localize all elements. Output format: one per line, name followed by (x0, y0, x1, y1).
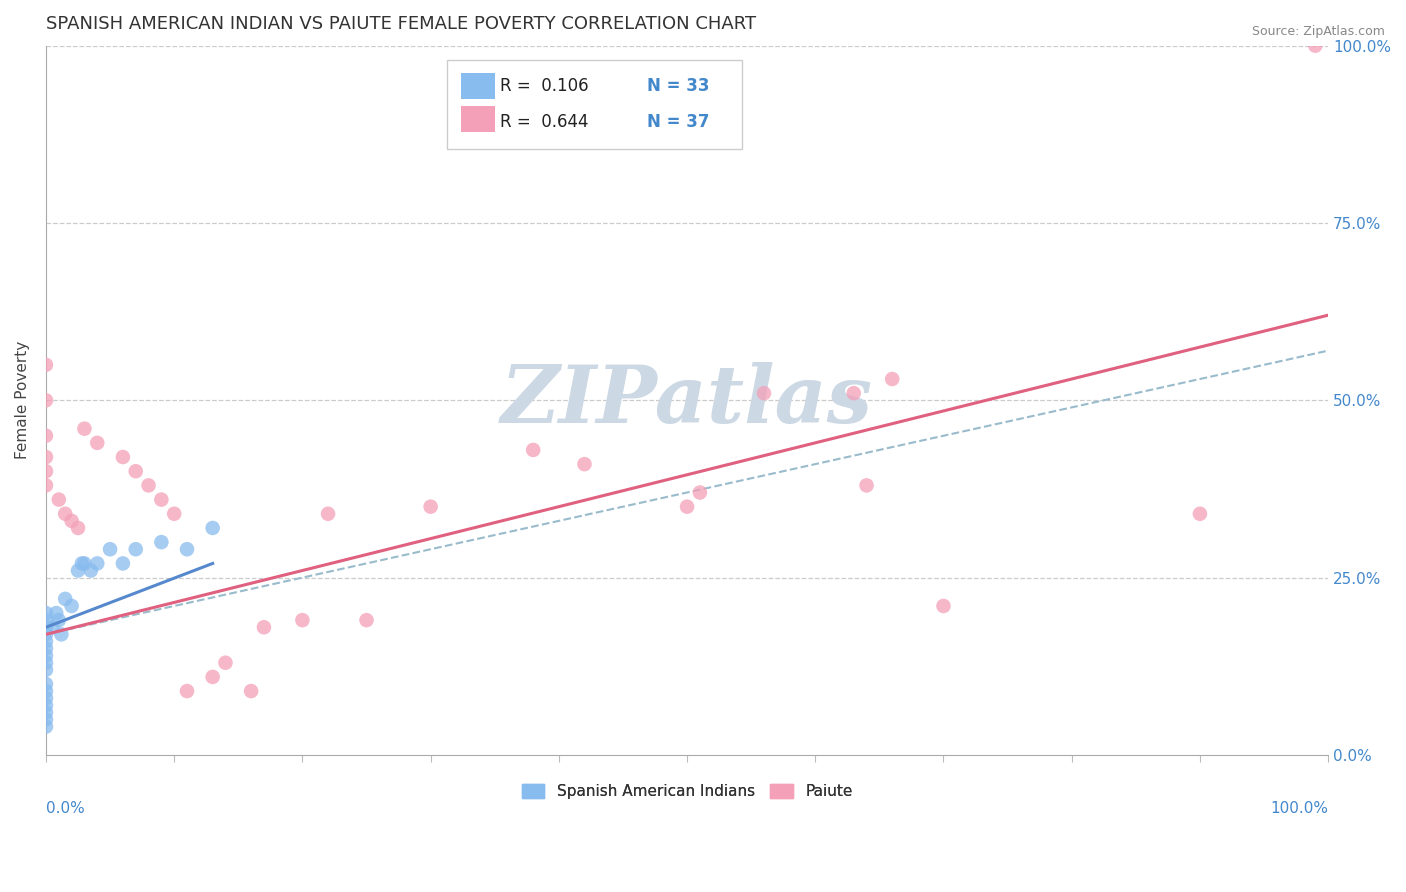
Point (419, 500, 441, 514)
Point (51, 627, 73, 641)
Point (53, 591, 76, 606)
Point (35, 648, 58, 663)
Point (70, 557, 93, 571)
Point (35, 450, 58, 464)
Point (45, 606, 67, 620)
Point (35, 691, 58, 706)
Point (176, 542, 198, 557)
Point (48, 613, 70, 627)
Point (574, 457, 596, 471)
Point (86, 557, 108, 571)
Point (35, 478, 58, 492)
Point (240, 684, 263, 698)
Text: R =  0.106: R = 0.106 (501, 77, 589, 95)
Point (41, 620, 63, 634)
Point (35, 634, 58, 648)
Point (35, 641, 58, 656)
Point (86, 435, 108, 450)
Point (150, 535, 173, 549)
Point (35, 620, 58, 634)
Point (60, 599, 83, 613)
Point (1188, 507, 1211, 521)
Text: N = 33: N = 33 (647, 77, 710, 95)
Point (932, 599, 955, 613)
Point (201, 521, 224, 535)
Point (125, 464, 148, 478)
Text: 100.0%: 100.0% (1270, 801, 1329, 816)
Text: 0.0%: 0.0% (46, 801, 84, 816)
Point (163, 507, 186, 521)
Point (676, 500, 699, 514)
Point (522, 442, 544, 457)
Point (35, 656, 58, 670)
Point (855, 478, 877, 492)
Point (80, 564, 103, 578)
Text: SPANISH AMERICAN INDIAN VS PAIUTE FEMALE POVERTY CORRELATION CHART: SPANISH AMERICAN INDIAN VS PAIUTE FEMALE… (46, 15, 756, 33)
Point (98, 542, 121, 557)
Point (882, 372, 904, 386)
Point (138, 478, 160, 492)
Point (66, 521, 89, 535)
Point (689, 485, 711, 500)
Point (316, 507, 339, 521)
Point (60, 514, 83, 528)
Point (73, 422, 96, 436)
Text: Source: ZipAtlas.com: Source: ZipAtlas.com (1251, 25, 1385, 38)
Y-axis label: Female Poverty: Female Poverty (15, 341, 30, 459)
Point (35, 358, 58, 372)
Point (356, 613, 378, 627)
Point (35, 393, 58, 408)
Point (291, 613, 314, 627)
Point (35, 627, 58, 641)
Point (35, 464, 58, 478)
Point (66, 564, 89, 578)
Point (35, 606, 58, 620)
Point (150, 492, 173, 507)
FancyBboxPatch shape (461, 106, 495, 132)
Point (48, 492, 70, 507)
Point (842, 386, 865, 401)
Point (35, 613, 58, 627)
Text: R =  0.644: R = 0.644 (501, 112, 588, 130)
Point (176, 684, 198, 698)
Point (253, 620, 276, 634)
Point (35, 713, 58, 727)
Point (35, 720, 58, 734)
Legend: Spanish American Indians, Paiute: Spanish American Indians, Paiute (516, 778, 859, 805)
FancyBboxPatch shape (461, 72, 495, 99)
Point (752, 386, 775, 401)
Point (35, 698, 58, 713)
Point (111, 450, 134, 464)
Text: N = 37: N = 37 (647, 112, 710, 130)
Point (214, 656, 236, 670)
Point (35, 684, 58, 698)
Point (1305, 38, 1327, 53)
Text: ZIPatlas: ZIPatlas (501, 361, 873, 439)
Point (111, 557, 134, 571)
Point (35, 677, 58, 691)
Point (35, 706, 58, 720)
Point (125, 542, 148, 557)
Point (35, 663, 58, 677)
Point (201, 670, 224, 684)
Point (73, 557, 96, 571)
Point (53, 507, 76, 521)
Point (35, 429, 58, 443)
FancyBboxPatch shape (447, 60, 742, 148)
